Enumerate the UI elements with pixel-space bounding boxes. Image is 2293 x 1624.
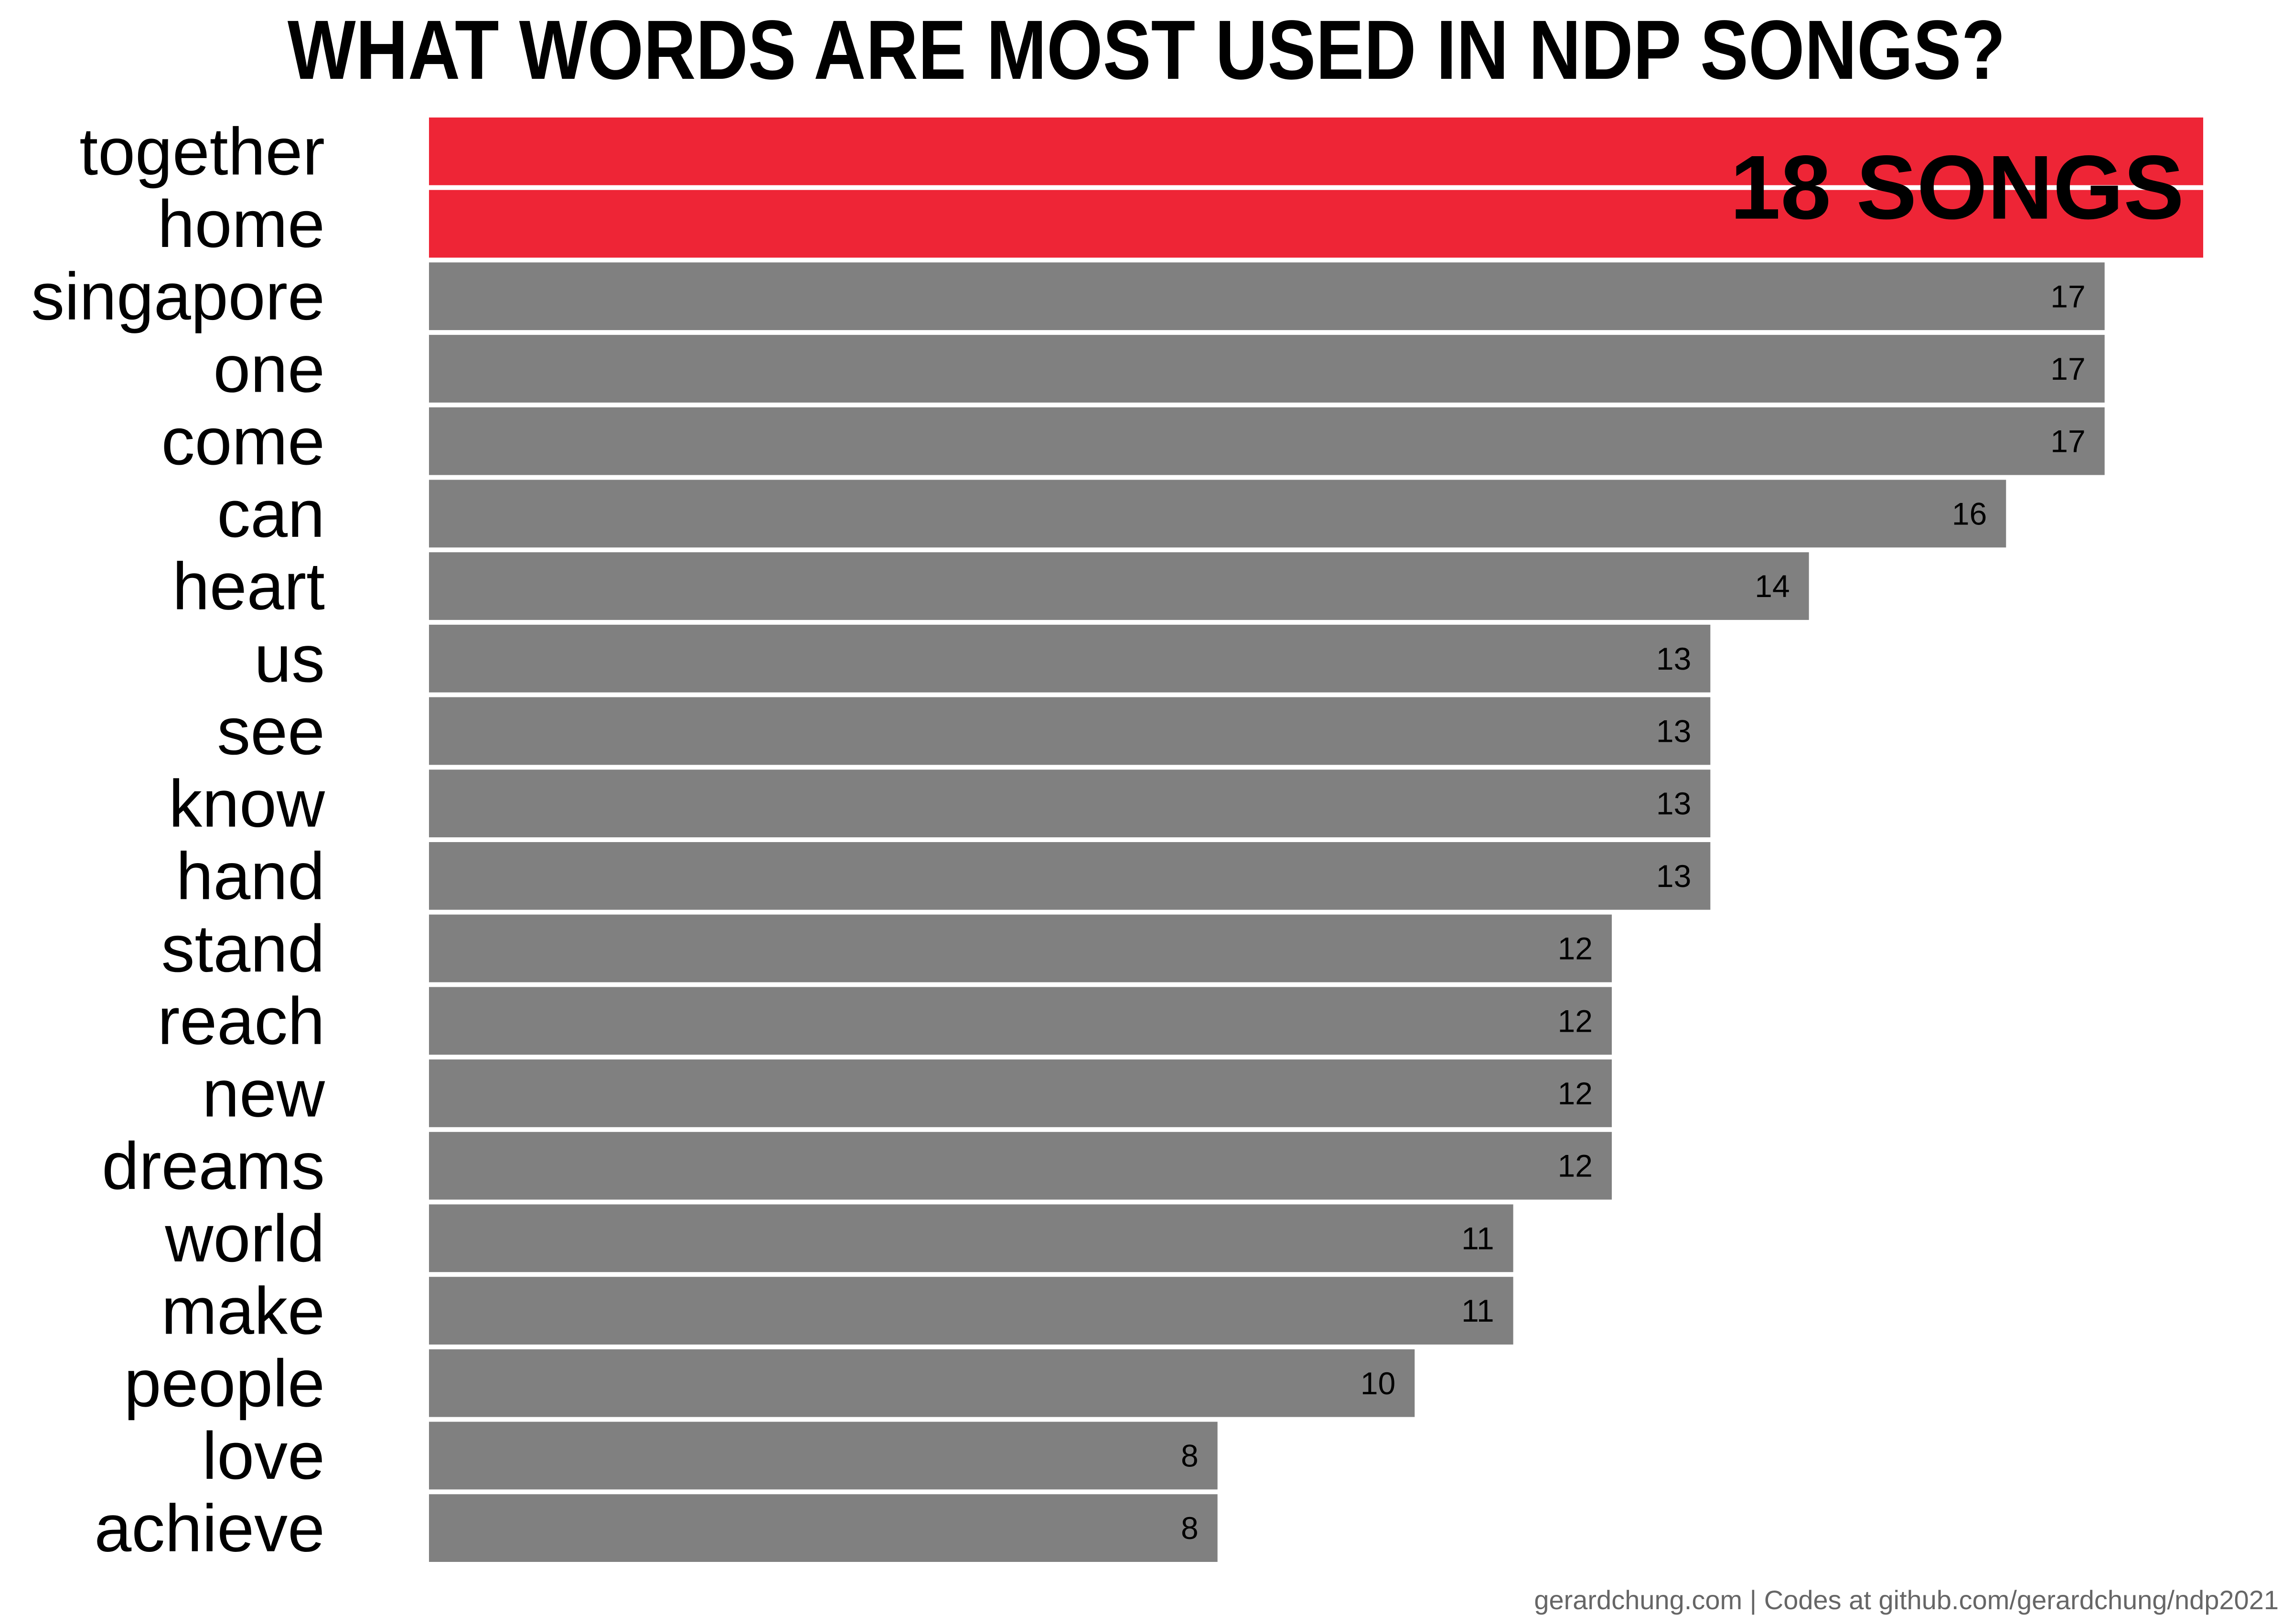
category-label-home: home (158, 186, 325, 261)
category-label-stand: stand (161, 911, 325, 986)
bar-people (429, 1349, 1415, 1417)
category-label-can: can (217, 476, 325, 551)
bar-home (429, 190, 2203, 258)
bar-can (429, 480, 2006, 548)
value-label-see: 13 (1656, 713, 1691, 748)
value-label-love: 8 (1181, 1438, 1199, 1473)
chart-title: WHAT WORDS ARE MOST USED IN NDP SONGS? (287, 3, 2006, 97)
bar-singapore (429, 262, 2105, 331)
bar-world (429, 1204, 1513, 1272)
value-label-singapore: 17 (2050, 278, 2085, 314)
bar-achieve (429, 1494, 1218, 1562)
category-label-heart: heart (172, 549, 325, 624)
bar-us (429, 624, 1711, 693)
value-label-come: 17 (2050, 424, 2085, 459)
category-label-reach: reach (158, 983, 325, 1058)
category-label-people: people (124, 1346, 325, 1421)
chart-caption: gerardchung.com | Codes at github.com/ge… (1534, 1585, 2279, 1615)
category-label-make: make (161, 1273, 325, 1348)
value-label-reach: 12 (1558, 1003, 1593, 1038)
bar-see (429, 697, 1711, 765)
value-label-world: 11 (1461, 1220, 1494, 1256)
category-label-singapore: singapore (31, 259, 325, 334)
value-label-one: 17 (2050, 351, 2085, 386)
value-label-know: 13 (1656, 786, 1691, 821)
bar-know (429, 769, 1711, 837)
value-label-new: 12 (1558, 1076, 1593, 1111)
bar-come (429, 407, 2105, 475)
value-label-achieve: 8 (1181, 1510, 1199, 1546)
category-label-know: know (169, 766, 325, 841)
category-label-us: us (254, 621, 325, 696)
category-label-world: world (164, 1201, 325, 1276)
value-label-dreams: 12 (1558, 1148, 1593, 1184)
bar-new (429, 1059, 1612, 1127)
value-label-can: 16 (1952, 496, 1987, 531)
category-label-see: see (217, 694, 325, 769)
bar-one (429, 335, 2105, 403)
value-label-hand: 13 (1656, 858, 1691, 894)
value-label-heart: 14 (1755, 568, 1789, 604)
category-label-love: love (202, 1418, 325, 1493)
value-label-stand: 12 (1558, 931, 1593, 966)
value-label-people: 10 (1361, 1366, 1395, 1401)
bar-hand (429, 842, 1711, 910)
category-label-together: together (79, 114, 325, 189)
category-label-dreams: dreams (102, 1128, 325, 1203)
bar-love (429, 1421, 1218, 1490)
category-label-new: new (202, 1056, 325, 1131)
bar-together (429, 118, 2203, 185)
bar-heart (429, 552, 1809, 620)
highlight-annotation: 18 SONGS (1730, 137, 2184, 238)
value-label-make: 11 (1461, 1293, 1494, 1328)
category-label-come: come (161, 404, 325, 479)
category-label-hand: hand (176, 838, 325, 913)
category-label-achieve: achieve (94, 1491, 325, 1566)
category-label-one: one (213, 331, 325, 406)
bar-reach (429, 987, 1612, 1055)
bar-dreams (429, 1132, 1612, 1200)
bar-make (429, 1277, 1513, 1345)
bar-stand (429, 914, 1612, 983)
value-label-us: 13 (1656, 641, 1691, 676)
